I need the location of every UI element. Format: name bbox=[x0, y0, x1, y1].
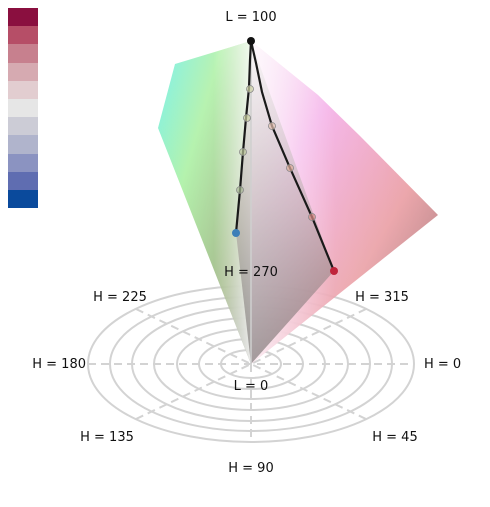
label-h-180: H = 180 bbox=[32, 357, 86, 372]
blue-end-marker bbox=[232, 229, 240, 237]
palette-swatch bbox=[8, 135, 38, 154]
path-marker bbox=[236, 186, 244, 194]
palette-swatch bbox=[8, 117, 38, 136]
path-marker bbox=[239, 148, 247, 156]
path-marker bbox=[286, 164, 294, 172]
label-h-90: H = 90 bbox=[228, 461, 273, 476]
palette-swatch bbox=[8, 171, 38, 190]
axis-labels: L = 100 L = 0 H = 0 H = 45 H = 90 H = 13… bbox=[32, 10, 461, 476]
palette-swatch bbox=[8, 8, 38, 27]
label-l-100: L = 100 bbox=[225, 10, 276, 25]
path-marker bbox=[308, 213, 316, 221]
color-palette-swatches bbox=[8, 8, 38, 209]
palette-swatch bbox=[8, 153, 38, 172]
palette-swatch bbox=[8, 98, 38, 118]
top-marker bbox=[247, 37, 255, 45]
grid-spoke bbox=[135, 308, 367, 420]
grid-spoke bbox=[135, 308, 367, 420]
palette-swatch bbox=[8, 26, 38, 45]
label-h-270: H = 270 bbox=[224, 265, 278, 280]
left-face-highlight bbox=[158, 41, 251, 364]
path-marker bbox=[246, 85, 254, 93]
palette-swatch bbox=[8, 189, 38, 209]
path-marker bbox=[268, 122, 276, 130]
path-marker bbox=[243, 114, 251, 122]
label-h-315: H = 315 bbox=[355, 290, 409, 305]
palette-swatch bbox=[8, 44, 38, 63]
palette-swatch bbox=[8, 62, 38, 81]
center-face bbox=[236, 41, 334, 364]
label-l-0: L = 0 bbox=[234, 379, 269, 394]
label-h-0: H = 0 bbox=[424, 357, 461, 372]
label-h-225: H = 225 bbox=[93, 290, 147, 305]
label-h-135: H = 135 bbox=[80, 430, 134, 445]
label-h-45: H = 45 bbox=[372, 430, 417, 445]
color-solid bbox=[158, 41, 438, 364]
red-end-marker bbox=[330, 267, 338, 275]
palette-swatch bbox=[8, 80, 38, 99]
color-paths bbox=[232, 37, 338, 275]
